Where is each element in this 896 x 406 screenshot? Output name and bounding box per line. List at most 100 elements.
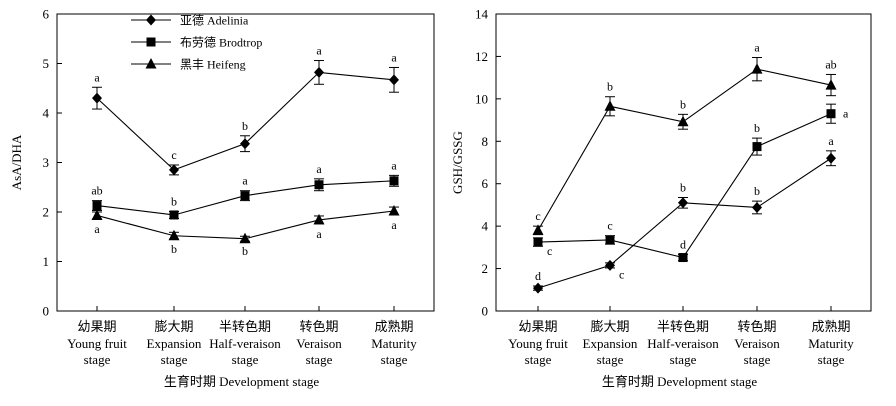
significance-label: a — [828, 134, 834, 148]
data-point — [533, 282, 543, 294]
data-point — [605, 235, 615, 245]
y-tick-label: 5 — [43, 56, 50, 71]
significance-label: c — [607, 219, 612, 233]
legend-label: 黑丰 Heifeng — [180, 58, 246, 72]
x-tick-label-en: stage — [597, 352, 624, 367]
significance-label: d — [680, 237, 686, 251]
plot-frame — [495, 13, 872, 312]
data-point — [313, 213, 325, 225]
y-axis-title: AsA/DHA — [9, 134, 24, 190]
y-tick-label: 8 — [482, 134, 489, 149]
x-tick-label-en: Half-veraison — [209, 336, 281, 351]
x-tick-label-cn: 成熟期 — [811, 319, 850, 334]
significance-label: c — [547, 244, 552, 258]
significance-label: d — [535, 269, 541, 283]
y-tick-label: 6 — [482, 176, 489, 191]
significance-label: b — [607, 80, 613, 94]
significance-label: a — [316, 162, 322, 176]
x-tick-label-en: Maturity — [371, 336, 417, 351]
x-tick-label-cn: 半转色期 — [657, 319, 709, 334]
data-point — [825, 79, 837, 90]
data-point — [532, 224, 544, 235]
significance-label: b — [754, 184, 760, 198]
x-tick-label-en: Veraison — [734, 336, 780, 351]
data-point — [389, 176, 399, 186]
x-tick-label-cn: 膨大期 — [590, 319, 629, 334]
significance-label: c — [535, 209, 540, 223]
y-axis-title: GSH/GSSG — [450, 131, 465, 194]
y-tick-label: 14 — [475, 7, 489, 22]
x-tick-label-en: stage — [670, 352, 697, 367]
significance-label: a — [391, 50, 397, 64]
x-tick-label-en: stage — [744, 352, 771, 367]
series-line — [537, 157, 832, 289]
data-point — [677, 115, 689, 127]
x-tick-label-en: stage — [84, 352, 111, 367]
x-tick-label-cn: 转色期 — [299, 319, 338, 334]
x-tick-label-en: Veraison — [296, 336, 342, 351]
y-tick-label: 10 — [475, 91, 488, 106]
y-tick-label: 1 — [43, 254, 50, 269]
data-point — [169, 164, 179, 176]
data-point — [92, 201, 102, 211]
data-point — [314, 66, 324, 78]
significance-label: a — [242, 174, 248, 188]
significance-label: a — [94, 222, 100, 236]
x-tick-label-en: stage — [525, 352, 552, 367]
legend-marker — [145, 58, 157, 69]
x-tick-label-cn: 半转色期 — [219, 319, 271, 334]
significance-label: a — [391, 218, 397, 232]
legend: 亚德 Adelinia 布劳德 Brodtrop 黑丰 Heifeng — [131, 13, 262, 72]
legend-label: 亚德 Adelinia — [180, 13, 249, 28]
data-point — [752, 201, 762, 213]
x-axis-title: 生育时期 Development stage — [164, 374, 319, 389]
y-tick-label: 2 — [482, 261, 489, 276]
data-point — [240, 191, 250, 201]
significance-label: b — [754, 121, 760, 135]
data-point — [388, 205, 400, 216]
significance-label: b — [242, 119, 248, 133]
data-point — [826, 109, 836, 119]
x-axis-title: 生育时期 Development stage — [602, 374, 757, 389]
significance-label: b — [171, 242, 177, 256]
data-point — [678, 253, 688, 263]
data-point — [533, 237, 543, 247]
data-point — [92, 92, 102, 104]
significance-label: b — [171, 195, 177, 209]
y-tick-label: 3 — [43, 155, 50, 170]
data-point — [826, 152, 836, 164]
data-point — [389, 74, 399, 86]
legend-marker — [146, 14, 156, 26]
significance-label: a — [391, 158, 397, 172]
x-tick-label-en: Expansion — [147, 336, 202, 351]
y-tick-label: 0 — [482, 304, 489, 319]
significance-label: b — [680, 181, 686, 195]
significance-label: a — [316, 44, 322, 58]
x-tick-label-en: Expansion — [583, 336, 638, 351]
significance-label: ab — [91, 184, 102, 198]
significance-label: c — [171, 148, 176, 162]
y-tick-label: 4 — [482, 219, 489, 234]
x-tick-label-cn: 膨大期 — [154, 319, 193, 334]
y-tick-label: 6 — [43, 7, 50, 22]
x-tick-label-en: stage — [818, 352, 845, 367]
y-tick-label: 2 — [43, 205, 50, 220]
x-tick-label-en: Maturity — [808, 336, 854, 351]
data-point — [91, 209, 103, 220]
significance-label: a — [754, 40, 760, 54]
x-tick-label-en: stage — [381, 352, 408, 367]
x-tick-label-cn: 转色期 — [737, 319, 776, 334]
y-tick-label: 4 — [43, 106, 50, 121]
significance-label: b — [680, 97, 686, 111]
x-tick-label-en: Young fruit — [67, 336, 127, 351]
x-tick-label-cn: 幼果期 — [518, 319, 557, 334]
data-point — [605, 259, 615, 271]
x-tick-label-en: stage — [232, 352, 259, 367]
data-point — [678, 197, 688, 209]
significance-label: c — [619, 267, 624, 281]
significance-label: ab — [825, 57, 836, 71]
y-tick-label: 12 — [475, 49, 488, 64]
